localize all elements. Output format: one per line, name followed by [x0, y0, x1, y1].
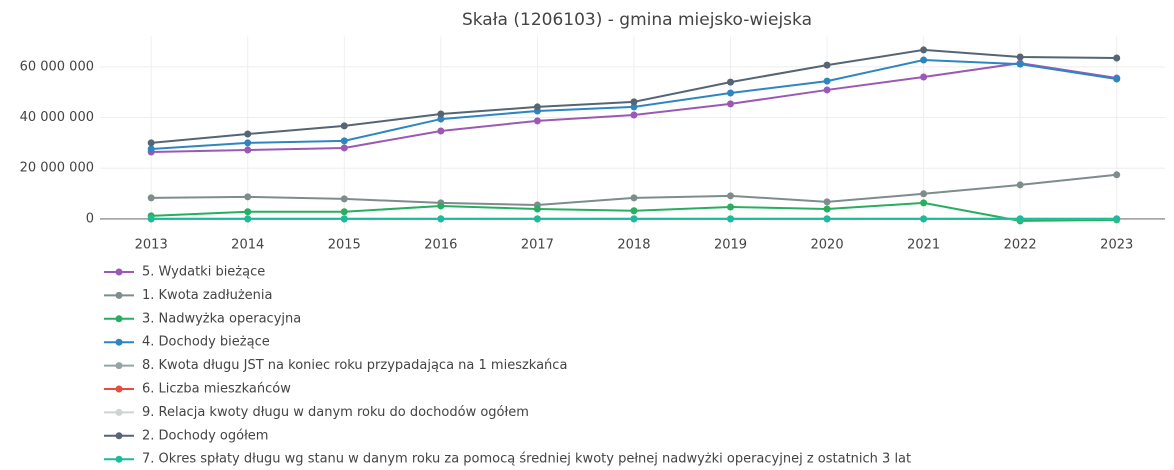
x-tick-label: 2017 — [521, 238, 554, 253]
point — [727, 215, 735, 223]
legend-marker — [115, 362, 123, 370]
point — [630, 194, 638, 202]
point — [823, 198, 831, 206]
y-tick-label: 0 — [86, 211, 94, 226]
point — [340, 137, 348, 145]
chart-title: Skała (1206103) - gmina miejsko-wiejska — [462, 10, 812, 30]
x-tick-label: 2019 — [714, 238, 747, 253]
point — [727, 100, 735, 108]
point — [147, 215, 155, 223]
point — [244, 208, 252, 216]
legend-marker — [115, 455, 123, 463]
point — [244, 215, 252, 223]
point — [823, 205, 831, 213]
point — [823, 61, 831, 69]
legend-marker — [115, 268, 123, 276]
point — [244, 193, 252, 201]
point — [533, 215, 541, 223]
point — [727, 78, 735, 86]
y-tick-label: 20 000 000 — [20, 161, 94, 176]
point — [823, 77, 831, 85]
legend-label: 9. Relacja kwoty długu w danym roku do d… — [142, 405, 529, 420]
x-tick-label: 2023 — [1100, 238, 1133, 253]
point — [340, 195, 348, 203]
point — [920, 56, 928, 64]
point — [437, 115, 445, 123]
point — [244, 146, 252, 154]
point — [437, 215, 445, 223]
x-tick-label: 2021 — [907, 238, 940, 253]
point — [727, 192, 735, 200]
point — [147, 139, 155, 147]
legend-label: 5. Wydatki bieżące — [142, 265, 265, 280]
point — [1016, 181, 1024, 189]
point — [147, 194, 155, 202]
point — [437, 127, 445, 135]
point — [340, 144, 348, 152]
point — [630, 111, 638, 119]
point — [244, 139, 252, 147]
point — [1113, 171, 1121, 179]
point — [437, 110, 445, 118]
point — [1113, 215, 1121, 223]
point — [1016, 215, 1024, 223]
point — [1113, 75, 1121, 83]
legend-label: 1. Kwota zadłużenia — [142, 288, 272, 303]
point — [533, 103, 541, 111]
point — [533, 205, 541, 213]
point — [1016, 60, 1024, 68]
point — [1016, 53, 1024, 61]
point — [920, 215, 928, 223]
point — [727, 203, 735, 211]
point — [920, 73, 928, 81]
point — [437, 202, 445, 210]
legend-label: 3. Nadwyżka operacyjna — [142, 311, 301, 326]
legend-label: 6. Liczba mieszkańców — [142, 382, 291, 397]
point — [630, 207, 638, 215]
legend-marker — [115, 432, 123, 440]
x-tick-label: 2015 — [328, 238, 361, 253]
legend-marker — [115, 408, 123, 416]
legend-marker — [115, 315, 123, 323]
point — [147, 145, 155, 153]
point — [340, 122, 348, 130]
point — [630, 103, 638, 111]
point — [340, 208, 348, 216]
point — [630, 98, 638, 106]
legend-marker — [115, 385, 123, 393]
point — [920, 190, 928, 198]
x-tick-label: 2016 — [424, 238, 457, 253]
legend-label: 8. Kwota długu JST na koniec roku przypa… — [142, 358, 567, 373]
x-tick-label: 2018 — [617, 238, 650, 253]
legend-marker — [115, 291, 123, 299]
point — [727, 89, 735, 97]
point — [340, 215, 348, 223]
point — [244, 130, 252, 138]
y-tick-label: 40 000 000 — [20, 110, 94, 125]
x-tick-label: 2022 — [1004, 238, 1037, 253]
point — [823, 86, 831, 94]
point — [823, 215, 831, 223]
x-tick-label: 2014 — [231, 238, 264, 253]
y-tick-label: 60 000 000 — [20, 59, 94, 74]
x-tick-label: 2020 — [811, 238, 844, 253]
point — [920, 46, 928, 54]
point — [630, 215, 638, 223]
legend-label: 4. Dochody bieżące — [142, 335, 270, 350]
point — [1113, 54, 1121, 62]
legend-label: 7. Okres spłaty długu wg stanu w danym r… — [142, 452, 911, 467]
x-tick-label: 2013 — [135, 238, 168, 253]
point — [920, 199, 928, 207]
point — [533, 117, 541, 125]
legend-marker — [115, 338, 123, 346]
legend-label: 2. Dochody ogółem — [142, 428, 268, 443]
